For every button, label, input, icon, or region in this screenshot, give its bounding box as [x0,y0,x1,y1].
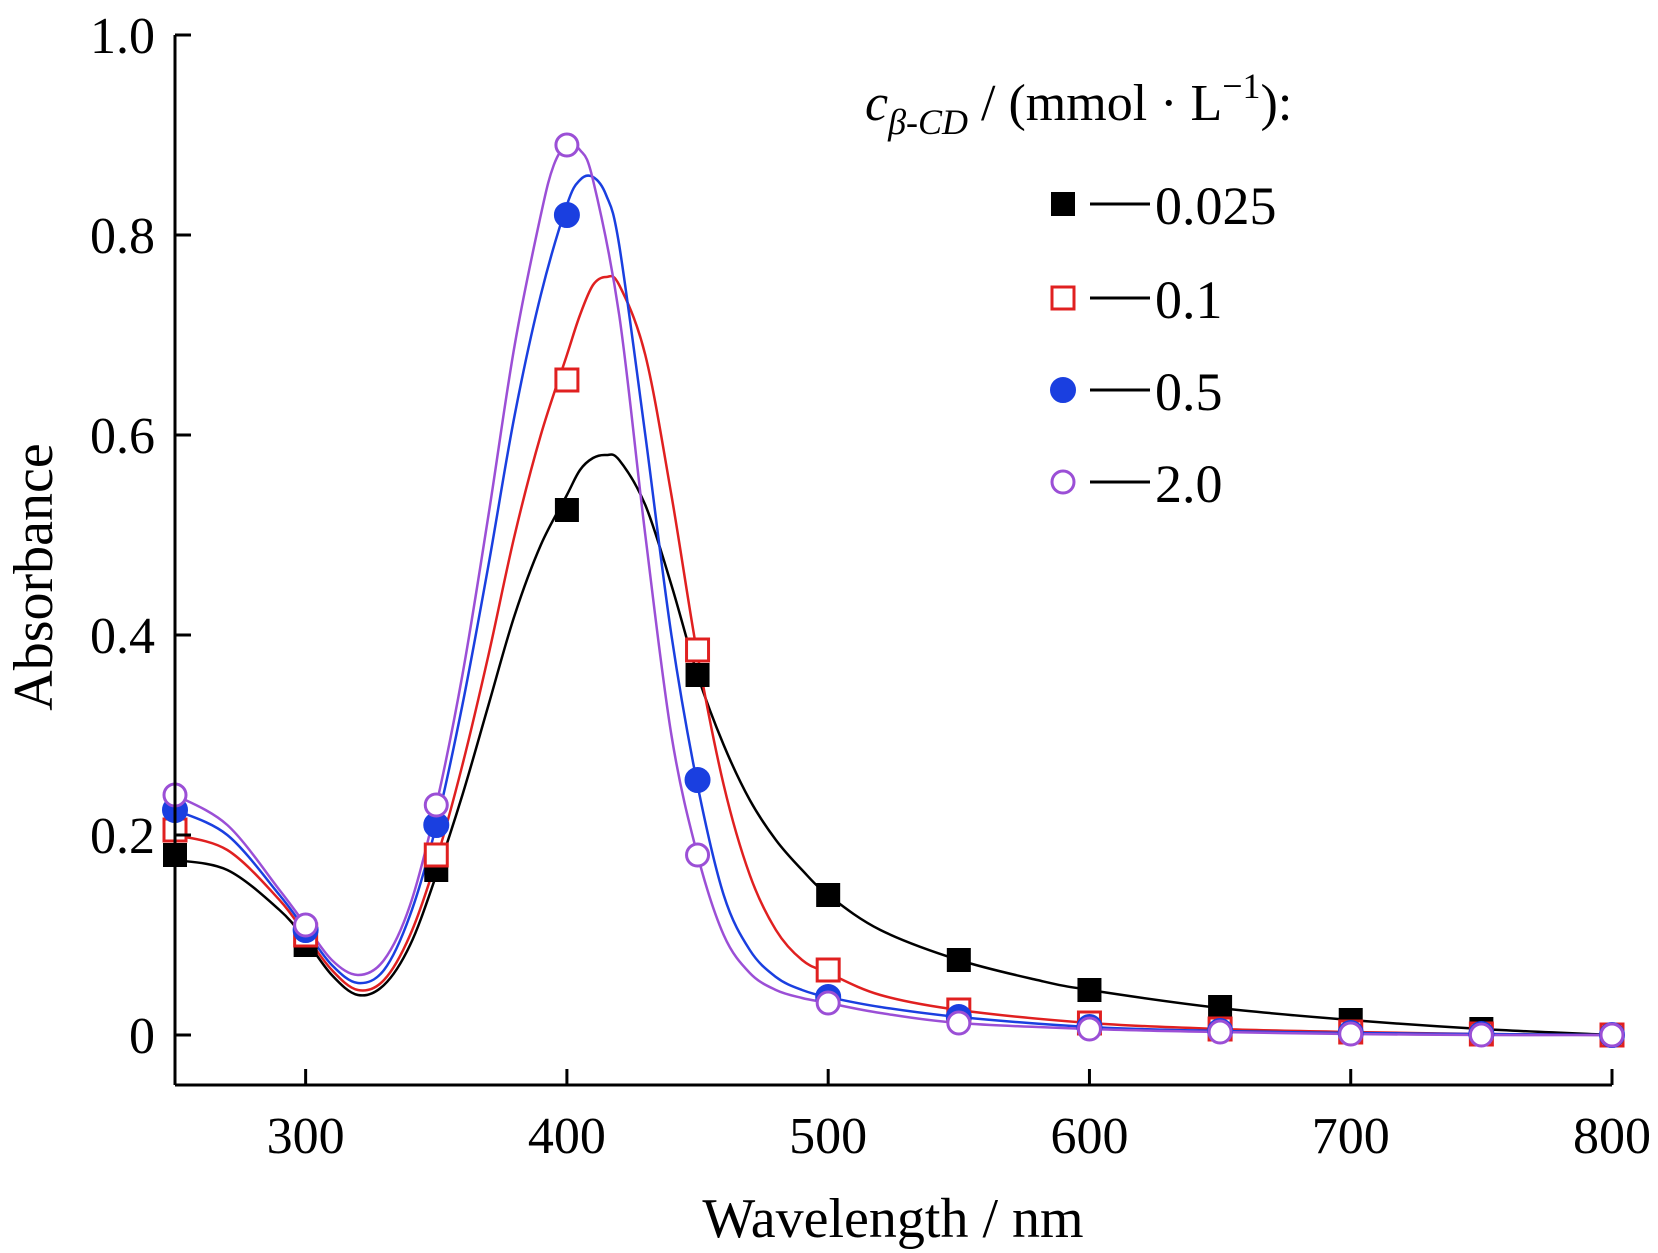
legend-title-var: c [865,75,888,132]
legend-title-sub: β-CD [887,102,968,142]
data-point-0.1 [423,842,449,868]
data-point-0.025 [1208,995,1233,1019]
y-axis-title: Absorbance [3,443,65,710]
data-point-0.025 [685,663,710,687]
legend-label-0.1: 0.1 [1155,270,1223,330]
x-tick-label: 500 [789,1108,867,1165]
data-point-2.0 [1599,1022,1625,1048]
data-point-2.0 [293,912,319,938]
series-line-0.5 [174,174,1613,1037]
series-line-0.1 [174,274,1613,1037]
x-tick-label: 700 [1312,1108,1390,1165]
y-tick-label: 0.6 [90,408,155,465]
legend-label-0.025: 0.025 [1155,176,1277,236]
data-point-2.0 [554,132,580,158]
legend-label-0.5: 0.5 [1155,362,1223,422]
data-point-2.0 [1338,1021,1364,1047]
data-point-0.5 [684,767,711,793]
tick-layer: 300 400 500 600 700 800 0 0.2 0.4 0.6 0.8 1.0 [90,8,1651,1165]
data-point-2.0 [685,842,711,868]
data-point-2.0 [1468,1022,1494,1048]
y-tick-label: 0.4 [90,608,155,665]
y-tick-label: 0 [129,1008,155,1065]
data-point-2.0 [423,792,449,818]
data-point-0.025 [816,883,841,907]
data-point-0.5 [553,202,580,228]
data-point-0.1 [685,637,711,663]
x-axis-title: Wavelength / nm [702,1188,1083,1250]
axes [173,35,1612,1087]
legend-title-close: ): [1261,75,1293,132]
legend-title-sup: −1 [1222,66,1260,106]
data-point-0.025 [554,498,579,522]
data-point-2.0 [1076,1016,1102,1042]
marker-layer [162,132,1625,1048]
legend: cβ-CD / (mmol · L−1): 0.025 0.1 0.5 2.0 [865,66,1292,514]
data-point-2.0 [1207,1019,1233,1045]
legend-label-2.0: 2.0 [1155,454,1223,514]
legend-entries: 0.025 0.1 0.5 2.0 [1050,176,1277,514]
y-tick-label: 0.8 [90,208,155,265]
x-tick-label: 300 [267,1108,345,1165]
legend-marker-0.1 [1050,285,1076,311]
legend-title: cβ-CD / (mmol · L−1): [865,66,1292,142]
y-tick-label: 0.2 [90,808,155,865]
data-point-0.025 [1077,978,1102,1002]
data-point-2.0 [815,990,841,1016]
series-line-0.025 [174,453,1613,1037]
legend-marker-0.025 [1051,192,1075,216]
data-point-0.1 [815,957,841,983]
legend-title-unit: / (mmol · L [968,75,1222,132]
legend-marker-2.0 [1050,469,1076,495]
series-line-2.0 [174,142,1613,1037]
legend-marker-0.5 [1050,377,1076,403]
data-point-0.1 [554,367,580,393]
x-tick-label: 800 [1573,1108,1651,1165]
data-point-0.025 [946,948,971,972]
y-tick-label: 1.0 [90,8,155,65]
x-tick-label: 600 [1050,1108,1128,1165]
data-point-2.0 [946,1010,972,1036]
plot-area [174,142,1613,1037]
x-tick-label: 400 [528,1108,606,1165]
